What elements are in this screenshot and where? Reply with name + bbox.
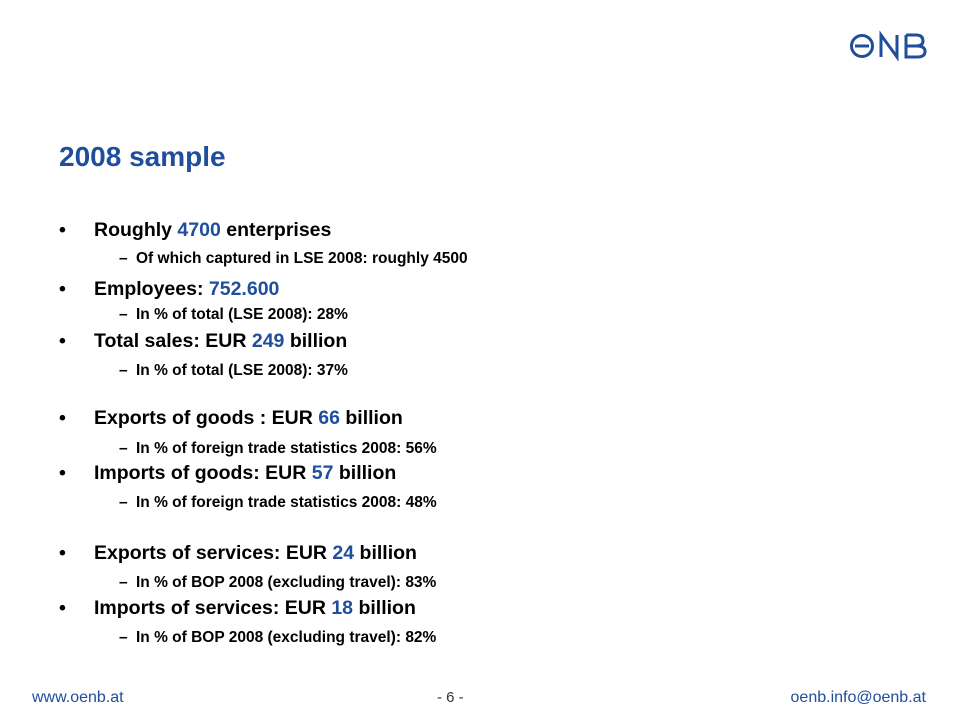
bullet-text-suffix: billion	[284, 330, 348, 352]
dash-marker: –	[119, 629, 128, 646]
sub-bullet-item: – In % of total (LSE 2008): 28%	[119, 306, 348, 324]
bullet-marker: •	[59, 219, 66, 241]
highlight-value: 24	[332, 542, 355, 564]
sub-bullet-item: – In % of BOP 2008 (excluding travel): 83…	[119, 574, 436, 592]
bullet-item: • Employees: 752.600	[59, 278, 279, 301]
bullet-marker: •	[59, 278, 66, 300]
bullet-text-suffix: enterprises	[220, 219, 332, 241]
dash-marker: –	[119, 306, 128, 323]
dash-marker: –	[119, 440, 128, 457]
bullet-text-suffix: billion	[333, 462, 397, 484]
oenb-logo	[850, 30, 927, 62]
bullet-marker: •	[59, 462, 66, 484]
bullet-item: • Imports of goods: EUR 57 billion	[59, 462, 396, 485]
highlight-value: 4700	[177, 219, 221, 241]
sub-bullet-text: In % of total (LSE 2008): 37%	[136, 362, 348, 379]
footer-website-link[interactable]: www.oenb.at	[32, 689, 124, 706]
bullet-text: Exports of services: EUR	[94, 542, 333, 564]
sub-bullet-text: In % of BOP 2008 (excluding travel): 83%	[136, 574, 437, 591]
sub-bullet-text: In % of BOP 2008 (excluding travel): 82%	[136, 629, 437, 646]
sub-bullet-text: In % of foreign trade statistics 2008: 4…	[136, 494, 437, 511]
bullet-text: Roughly	[94, 219, 178, 241]
sub-bullet-item: – In % of foreign trade statistics 2008: …	[119, 440, 437, 458]
footer-page-number: - 6 -	[437, 689, 464, 706]
bullet-item: • Total sales: EUR 249 billion	[59, 330, 347, 353]
sub-bullet-text: In % of total (LSE 2008): 28%	[136, 306, 348, 323]
highlight-value: 752.600	[208, 278, 280, 300]
dash-marker: –	[119, 574, 128, 591]
highlight-value: 249	[251, 330, 285, 352]
slide-title: 2008 sample	[59, 141, 226, 172]
bullet-text-suffix: billion	[339, 407, 403, 429]
sub-bullet-text: In % of foreign trade statistics 2008: 5…	[136, 440, 437, 457]
dash-marker: –	[119, 250, 128, 267]
bullet-item: • Exports of services: EUR 24 billion	[59, 542, 417, 565]
bullet-item: • Exports of goods : EUR 66 billion	[59, 407, 403, 430]
dash-marker: –	[119, 362, 128, 379]
bullet-text: Exports of goods : EUR	[94, 407, 319, 429]
bullet-text-suffix: billion	[354, 542, 417, 564]
bullet-text-suffix: billion	[353, 597, 416, 619]
bullet-item: • Roughly 4700 enterprises	[59, 219, 331, 242]
sub-bullet-item: – In % of BOP 2008 (excluding travel): 82…	[119, 629, 436, 647]
sub-bullet-item: – Of which captured in LSE 2008: roughly …	[119, 250, 468, 268]
bullet-marker: •	[59, 330, 66, 352]
highlight-value: 57	[311, 462, 334, 484]
bullet-text: Total sales: EUR	[94, 330, 252, 352]
bullet-text: Imports of goods: EUR	[94, 462, 312, 484]
sub-bullet-item: – In % of total (LSE 2008): 37%	[119, 362, 348, 380]
sub-bullet-text: Of which captured in LSE 2008: roughly 4…	[136, 250, 468, 267]
sub-bullet-item: – In % of foreign trade statistics 2008: …	[119, 494, 437, 512]
bullet-marker: •	[59, 407, 66, 429]
footer-email-link[interactable]: oenb.info@oenb.at	[790, 689, 926, 706]
dash-marker: –	[119, 494, 128, 511]
bullet-marker: •	[59, 597, 66, 619]
highlight-value: 66	[318, 407, 340, 429]
highlight-value: 18	[331, 597, 354, 619]
bullet-item: • Imports of services: EUR 18 billion	[59, 597, 416, 620]
bullet-text: Imports of services: EUR	[94, 597, 332, 619]
bullet-marker: •	[59, 542, 66, 564]
bullet-text: Employees:	[94, 278, 209, 300]
